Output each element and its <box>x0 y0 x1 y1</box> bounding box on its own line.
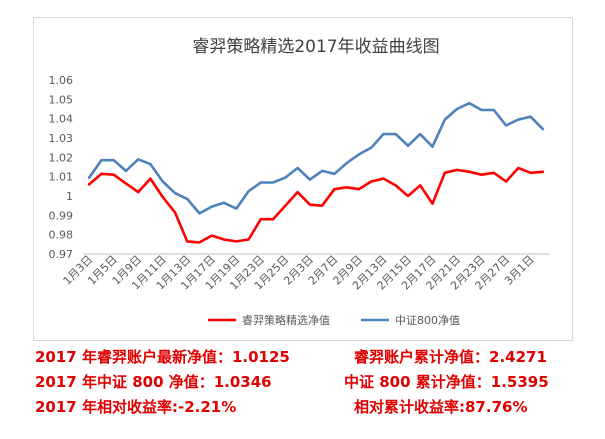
legend-label-2: 中证800净值 <box>395 313 460 327</box>
y-tick-label: 1.05 <box>49 93 74 106</box>
stat-csi800-nav: 2017 年中证 800 净值：1.0346 <box>35 373 272 391</box>
stat-relative-cumulative-return: 相对累计收益率:87.76% <box>354 398 528 416</box>
legend-label-1: 睿羿策略精选净值 <box>242 313 330 327</box>
stat-ruiyi-cumulative-nav: 睿羿账户累计净值：2.4271 <box>354 348 547 366</box>
series-line-2 <box>87 101 545 215</box>
stats-panel: 2017 年睿羿账户最新净值：1.0125 睿羿账户累计净值：2.4271 20… <box>33 344 593 434</box>
y-tick-label: 0.97 <box>49 248 74 261</box>
chart-title: 睿羿策略精选2017年收益曲线图 <box>192 37 439 57</box>
chart-container: 睿羿策略精选2017年收益曲线图 0.97 0.98 0.99 1 1.01 1.02 1.0… <box>33 17 573 341</box>
y-tick-label: 1.03 <box>49 132 74 145</box>
series-line-1 <box>87 166 545 244</box>
y-tick-label: 1.06 <box>49 74 74 87</box>
stat-csi800-cumulative-nav: 中证 800 累计净值：1.5395 <box>344 373 549 391</box>
y-tick-label: 0.98 <box>49 229 74 242</box>
stat-relative-return: 2017 年相对收益率:-2.21% <box>35 398 237 416</box>
y-tick-label: 1 <box>66 190 73 203</box>
line-chart: 睿羿策略精选2017年收益曲线图 0.97 0.98 0.99 1 1.01 1.02 1.0… <box>49 37 549 327</box>
y-tick-label: 1.01 <box>49 171 74 184</box>
y-tick-label: 0.99 <box>49 209 74 222</box>
stat-ruiyi-latest-nav: 2017 年睿羿账户最新净值：1.0125 <box>35 348 290 366</box>
y-tick-label: 1.04 <box>49 113 74 126</box>
y-tick-label: 1.02 <box>49 151 74 164</box>
